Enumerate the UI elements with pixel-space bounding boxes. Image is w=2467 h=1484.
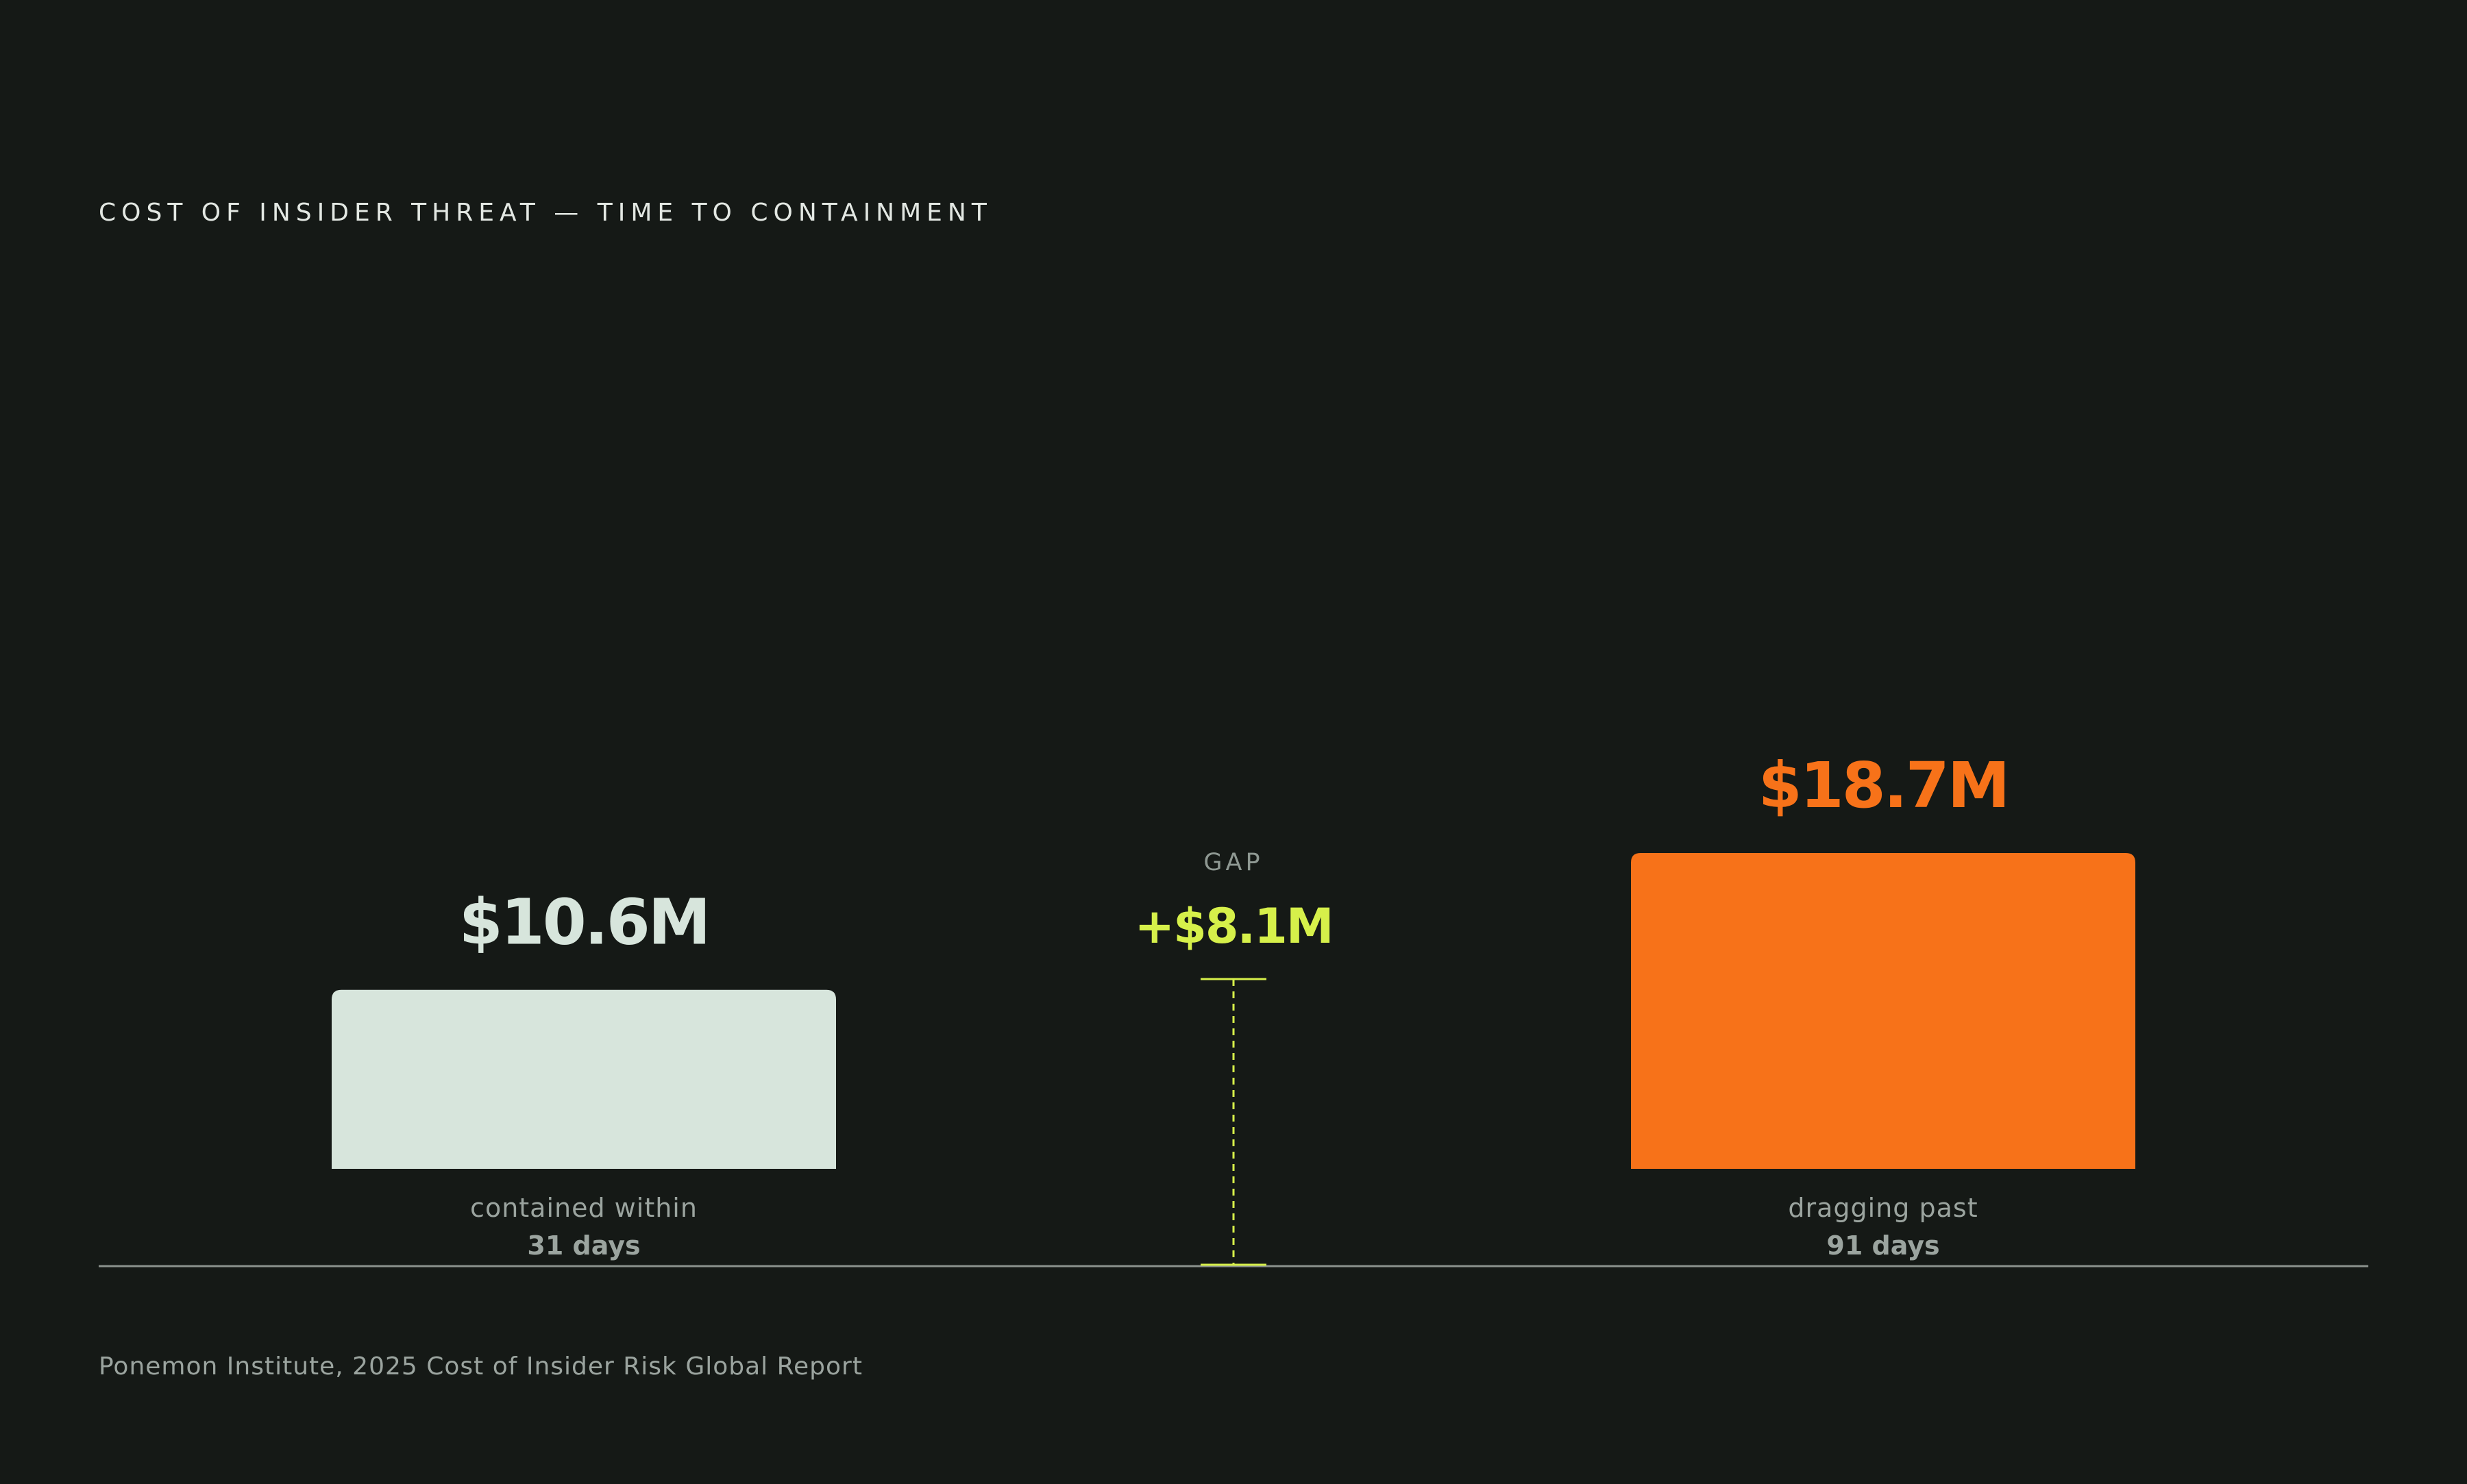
bar-contained	[332, 989, 836, 1169]
gap-value: +$8.1M	[1134, 898, 1332, 954]
bars-group: $10.6M $18.7M	[332, 749, 2135, 1169]
source-note: Ponemon Institute, 2025 Cost of Insider …	[99, 1352, 863, 1381]
category-labels: contained within 31 days dragging past 9…	[470, 1193, 1978, 1261]
category-days-dragging: 91 days	[1826, 1231, 1939, 1261]
value-label-dragging: $18.7M	[1758, 749, 2009, 822]
bar-dragging	[1631, 853, 2135, 1169]
category-label-dragging: dragging past	[1788, 1193, 1978, 1223]
gap-annotation: GAP +$8.1M	[1134, 849, 1334, 1266]
category-label-contained: contained within	[470, 1193, 698, 1223]
category-days-contained: 31 days	[527, 1231, 640, 1261]
chart-title: COST OF INSIDER THREAT — TIME TO CONTAIN…	[99, 199, 992, 227]
gap-title: GAP	[1203, 849, 1263, 876]
value-label-contained: $10.6M	[459, 886, 709, 959]
